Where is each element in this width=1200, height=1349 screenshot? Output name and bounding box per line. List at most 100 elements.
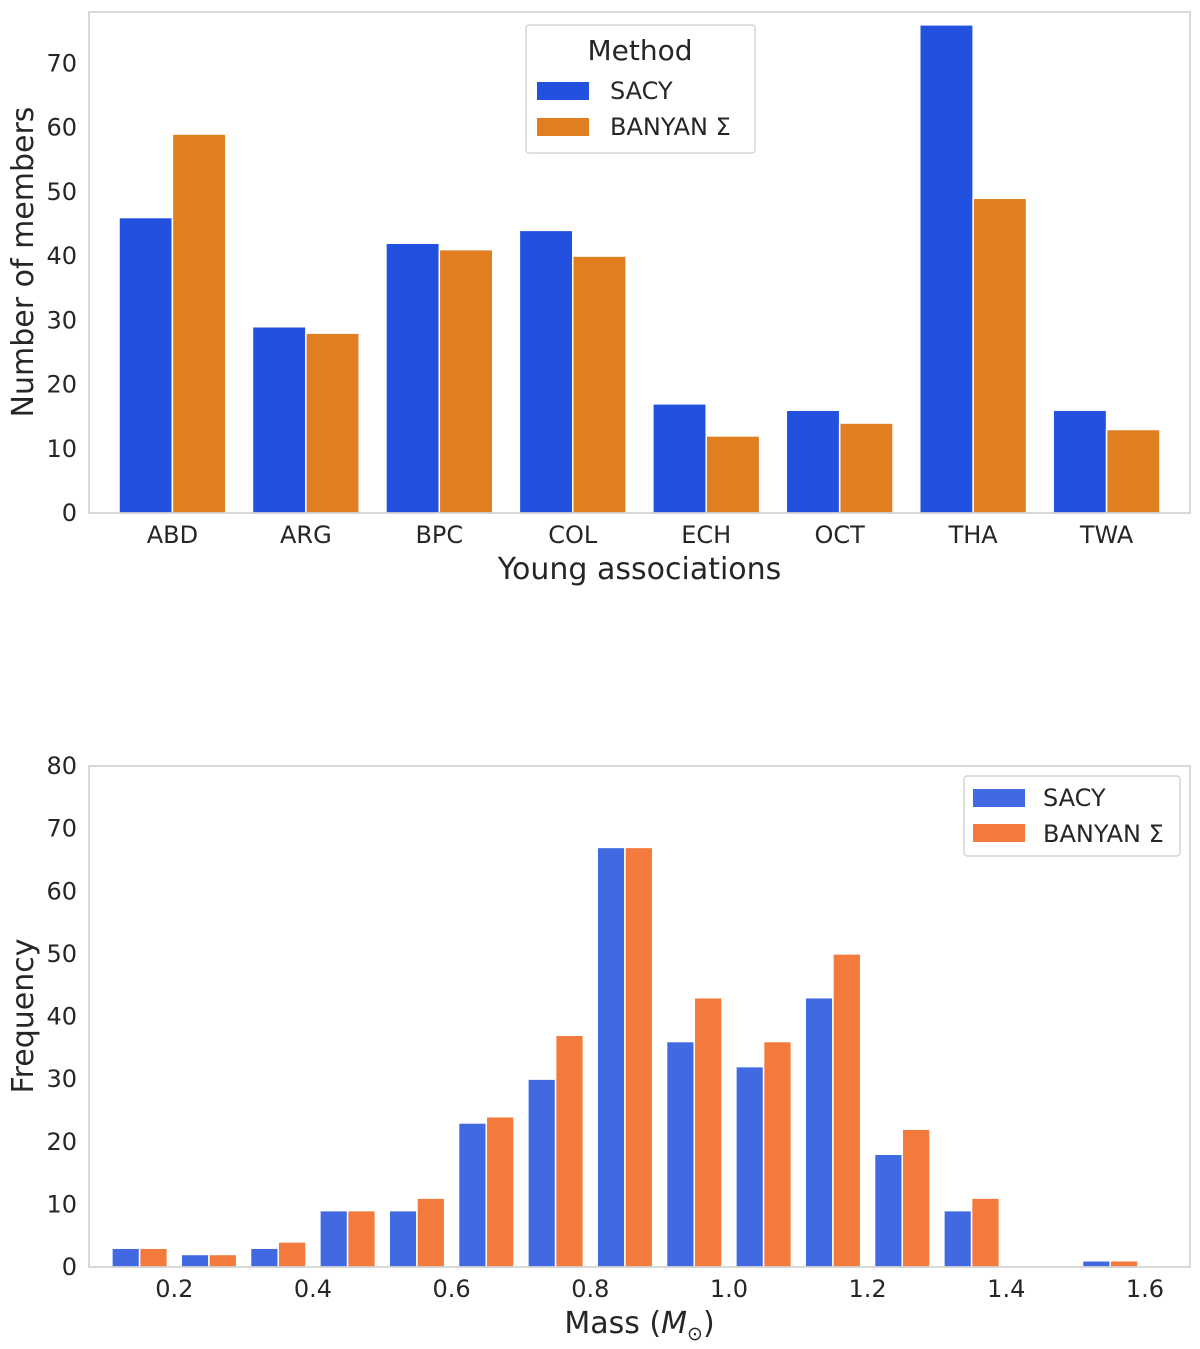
- mass-x-tick-label-0-2: 0.2: [155, 1275, 193, 1303]
- hist-bar-sacy-bin-3: [319, 1209, 349, 1268]
- mass-x-axis-label-close: ): [703, 1306, 715, 1341]
- bar-sacy-col: [518, 229, 574, 514]
- hist-bar-banyan-bin-10: [832, 953, 862, 1268]
- hist-bar-sacy-bin-9: [735, 1065, 765, 1268]
- members-legend-label-sacy: SACY: [610, 77, 673, 105]
- mass-legend-swatch-sacy: [973, 789, 1025, 807]
- members-legend-label-banyan: BANYAN Σ: [610, 113, 731, 141]
- x-tick-label-bpc: BPC: [415, 521, 463, 549]
- members-x-ticks: ABD ARG BPC COL ECH OCT THA TWA: [147, 521, 1134, 549]
- bar-sacy-bpc: [385, 242, 441, 514]
- mass-x-axis-label-main: Mass (: [564, 1306, 661, 1341]
- bar-sacy-ech: [652, 403, 707, 514]
- y-tick-label-40: 40: [46, 242, 77, 270]
- hist-bar-sacy-bin-10: [804, 996, 834, 1268]
- hist-bar-sacy-bin-11: [873, 1153, 904, 1268]
- hist-bar-sacy-bin-2: [249, 1247, 280, 1268]
- y-tick-label-10: 10: [46, 435, 77, 463]
- mass-legend-label-banyan: BANYAN Σ: [1043, 820, 1164, 848]
- hist-bar-sacy-bin-14: [1081, 1259, 1112, 1268]
- y-tick-label-50: 50: [46, 178, 77, 206]
- bar-banyan-col: [572, 255, 627, 514]
- x-tick-label-col: COL: [548, 521, 598, 549]
- x-tick-label-abd: ABD: [147, 521, 198, 549]
- mass-x-axis-label-symbol: M: [661, 1306, 687, 1341]
- members-y-axis-label: Number of members: [6, 107, 41, 418]
- mass-y-tick-label-50: 50: [46, 940, 77, 968]
- bar-banyan-arg: [305, 332, 360, 514]
- hist-bar-banyan-bin-0: [138, 1247, 169, 1268]
- bar-banyan-bpc: [438, 248, 494, 514]
- mass-x-tick-label-0-8: 0.8: [571, 1275, 609, 1303]
- hist-bar-banyan-bin-6: [554, 1034, 585, 1268]
- hist-bar-banyan-bin-11: [901, 1128, 931, 1268]
- mass-legend-label-sacy: SACY: [1043, 784, 1106, 812]
- mass-legend: SACY BANYAN Σ: [963, 775, 1181, 857]
- members-plot-frame: [88, 11, 1191, 514]
- mass-y-ticks: 0 10 20 30 40 50 60 70 80: [46, 752, 77, 1281]
- members-legend-title: Method: [587, 34, 692, 67]
- bar-banyan-twa: [1105, 428, 1161, 514]
- mass-x-tick-label-0-4: 0.4: [294, 1275, 332, 1303]
- mass-x-ticks: 0.2 0.4 0.6 0.8 1.0 1.2 1.4 1.6: [155, 1275, 1164, 1303]
- bar-sacy-arg: [251, 325, 307, 514]
- mass-y-axis-label: Frequency: [6, 939, 41, 1094]
- mass-y-tick-label-70: 70: [46, 815, 77, 843]
- mass-x-tick-label-1-6: 1.6: [1126, 1275, 1164, 1303]
- mass-legend-swatch-banyan: [973, 824, 1025, 842]
- hist-bar-banyan-bin-1: [208, 1253, 238, 1268]
- mass-plot-frame: [88, 765, 1191, 1268]
- members-legend: Method SACY BANYAN Σ: [525, 24, 756, 154]
- bar-sacy-tha: [919, 24, 974, 514]
- mass-y-tick-label-10: 10: [46, 1190, 77, 1218]
- hist-bar-banyan-bin-9: [762, 1040, 793, 1268]
- x-tick-label-twa: TWA: [1079, 521, 1134, 549]
- hist-bar-banyan-bin-3: [346, 1209, 377, 1268]
- bar-banyan-oct: [838, 422, 894, 514]
- y-tick-label-0: 0: [62, 499, 77, 527]
- y-tick-label-30: 30: [46, 306, 77, 334]
- hist-bar-sacy-bin-1: [180, 1253, 210, 1268]
- hist-bar-sacy-bin-8: [665, 1040, 696, 1268]
- mass-y-tick-label-60: 60: [46, 877, 77, 905]
- hist-bar-sacy-bin-7: [596, 846, 626, 1268]
- mass-y-tick-label-30: 30: [46, 1065, 77, 1093]
- hist-bar-banyan-bin-5: [485, 1115, 515, 1268]
- members-legend-swatch-sacy: [537, 82, 589, 100]
- x-tick-label-tha: THA: [948, 521, 999, 549]
- hist-bar-banyan-bin-2: [277, 1241, 307, 1268]
- members-legend-swatch-banyan: [537, 118, 589, 136]
- y-tick-label-20: 20: [46, 371, 77, 399]
- bar-banyan-ech: [705, 435, 761, 514]
- bar-sacy-twa: [1052, 409, 1108, 514]
- hist-bar-banyan-bin-12: [970, 1197, 1001, 1268]
- hist-bar-banyan-bin-4: [416, 1197, 446, 1268]
- bar-banyan-tha: [972, 197, 1028, 514]
- mass-y-tick-label-80: 80: [46, 752, 77, 780]
- mass-y-tick-label-20: 20: [46, 1128, 77, 1156]
- hist-bar-sacy-bin-4: [388, 1209, 418, 1268]
- bar-sacy-abd: [118, 216, 174, 514]
- members-y-ticks: 0 10 20 30 40 50 60 70: [46, 49, 77, 527]
- hist-bar-sacy-bin-6: [527, 1078, 557, 1268]
- y-tick-label-60: 60: [46, 114, 77, 142]
- mass-x-tick-label-1-0: 1.0: [710, 1275, 748, 1303]
- members-x-axis-label: Young associations: [497, 552, 782, 587]
- mass-x-tick-label-1-2: 1.2: [849, 1275, 887, 1303]
- hist-bar-sacy-bin-5: [457, 1122, 488, 1268]
- x-tick-label-oct: OCT: [815, 521, 866, 549]
- hist-bar-banyan-bin-14: [1109, 1259, 1139, 1268]
- members-chart: 0 10 20 30 40 50 60 70 ABD ARG BPC COL ECH OCT THA TWA…: [6, 11, 1191, 587]
- bar-sacy-oct: [785, 409, 841, 514]
- mass-y-tick-label-0: 0: [62, 1253, 77, 1281]
- mass-y-tick-label-40: 40: [46, 1003, 77, 1031]
- mass-chart: 0 10 20 30 40 50 60 70 80 0.2 0.4 0.6 0.8 1.0 1.2 1.4 1…: [6, 752, 1191, 1345]
- y-tick-label-70: 70: [46, 49, 77, 77]
- x-tick-label-ech: ECH: [681, 521, 731, 549]
- hist-bar-banyan-bin-8: [693, 996, 723, 1268]
- mass-bars: [111, 846, 1139, 1268]
- x-tick-label-arg: ARG: [280, 521, 332, 549]
- hist-bar-sacy-bin-12: [943, 1209, 973, 1268]
- mass-x-axis-label-subscript: ⊙: [687, 1323, 703, 1345]
